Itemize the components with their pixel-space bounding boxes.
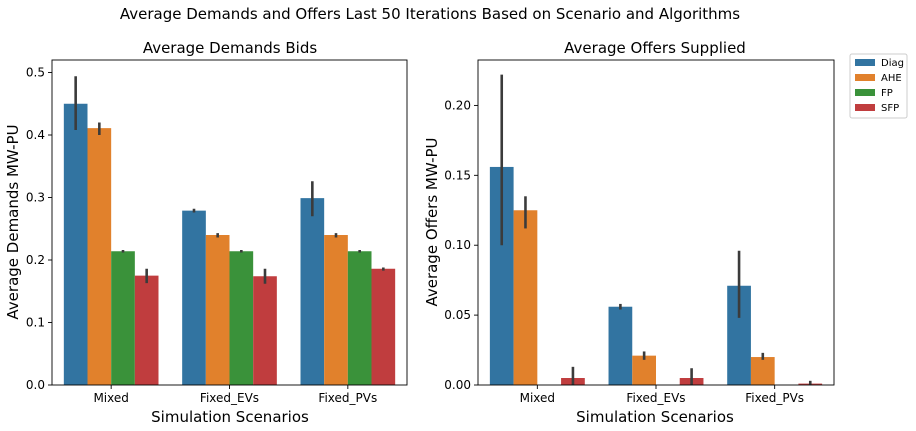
y-tick-label: 0.10 — [444, 238, 471, 252]
y-tick-label: 0.5 — [26, 66, 45, 80]
legend-swatch-diag — [855, 59, 875, 66]
y-tick-label: 0.15 — [444, 168, 471, 182]
y-tick-label: 0.20 — [444, 98, 471, 112]
bar-ahe-mixed — [513, 210, 538, 385]
chart-demands-xlabel: Simulation Scenarios — [151, 408, 309, 426]
chart-demands-ylabel: Average Demands MW-PU — [4, 124, 22, 319]
bar-ahe-mixed — [87, 128, 112, 386]
y-tick-label: 0.2 — [26, 253, 45, 267]
x-tick-label: Mixed — [93, 391, 128, 405]
y-tick-label: 0.05 — [444, 308, 471, 322]
bar-diag-fixed_pvs — [727, 285, 751, 385]
bar-ahe-fixed_evs — [632, 355, 656, 385]
bar-fp-mixed — [111, 251, 135, 385]
legend-swatch-ahe — [855, 74, 875, 81]
y-tick-label: 0.1 — [26, 316, 45, 330]
chart-offers-title: Average Offers Supplied — [564, 39, 746, 57]
x-tick-label: Fixed_EVs — [200, 391, 259, 405]
bar-diag-fixed_evs — [608, 306, 633, 385]
y-tick-label: 0.4 — [26, 128, 45, 142]
bar-sfp-mixed — [134, 275, 159, 386]
legend-swatch-sfp — [855, 104, 875, 111]
bar-ahe-fixed_pvs — [750, 357, 775, 385]
chart-demands-title: Average Demands Bids — [143, 39, 318, 57]
bar-diag-fixed_pvs — [300, 198, 325, 385]
x-tick-label: Fixed_PVs — [318, 391, 377, 405]
bar-fp-fixed_pvs — [347, 251, 372, 385]
x-tick-label: Mixed — [520, 391, 555, 405]
chart-demands: Average Demands Bids Simulation Scenario… — [4, 39, 408, 426]
chart-demands-plot: 0.0 0.1 0.2 0.3 0.4 0.5 Mixed Fixed_EVs Fixed_PV… — [26, 59, 408, 405]
legend-box — [849, 53, 908, 119]
legend-label-ahe: AHE — [881, 73, 902, 84]
bar-diag-mixed — [489, 166, 514, 385]
legend-swatch-fp — [855, 89, 875, 96]
chart-offers: Average Offers Supplied Simulation Scena… — [423, 39, 835, 426]
figure-suptitle: Average Demands and Offers Last 50 Itera… — [120, 5, 740, 23]
y-tick-label: 0.3 — [26, 191, 45, 205]
legend: Diag AHE FP SFP — [849, 53, 908, 119]
bar-sfp-fixed_evs — [253, 276, 277, 385]
legend-label-fp: FP — [881, 88, 893, 99]
bar-diag-fixed_evs — [182, 210, 206, 386]
chart-offers-ylabel: Average Offers MW-PU — [423, 137, 441, 306]
bar-diag-mixed — [63, 103, 88, 385]
y-tick-label: 0.00 — [444, 378, 471, 392]
x-tick-label: Fixed_PVs — [745, 391, 804, 405]
bar-ahe-fixed_pvs — [324, 235, 348, 385]
bar-ahe-fixed_evs — [205, 235, 230, 385]
chart-offers-xlabel: Simulation Scenarios — [576, 408, 734, 426]
x-tick-label: Fixed_EVs — [626, 391, 685, 405]
bar-fp-fixed_evs — [229, 251, 254, 385]
chart-offers-plot: 0.00 0.05 0.10 0.15 0.20 Mixed Fixed_EVs Fixed_… — [444, 59, 835, 405]
bar-sfp-fixed_pvs — [371, 268, 396, 385]
y-tick-label: 0.0 — [26, 378, 45, 392]
legend-label-sfp: SFP — [881, 103, 899, 114]
legend-label-diag: Diag — [881, 58, 904, 69]
